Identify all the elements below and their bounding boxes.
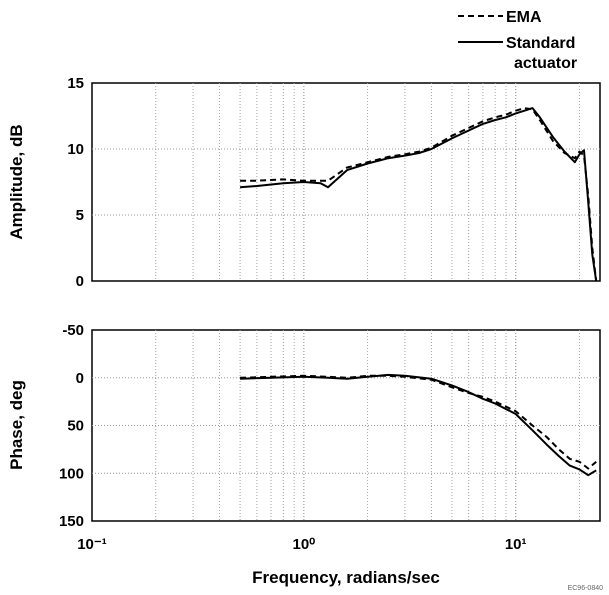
phase-panel: -50 0 50 100 150 10⁻¹ 10⁰ 10¹ Phase, deg Frequ… [7,322,601,587]
y-tick-label: 100 [59,465,84,482]
x-tick-label: 10⁰ [292,536,315,553]
amplitude-series [240,107,598,282]
y-tick-label: 50 [67,418,84,435]
frequency-x-ticks: 10⁻¹ 10⁰ 10¹ [77,536,526,553]
y-tick-label: -50 [62,322,84,339]
phase-grid [92,330,600,521]
y-tick-label: 0 [76,273,84,290]
amplitude-y-axis-label: Amplitude, dB [7,124,26,239]
amplitude-grid [92,83,600,281]
figure-id-footnote: EC96-0840 [568,585,604,592]
series-line-standard-actuator [240,107,598,282]
amplitude-y-ticks: 15 10 5 0 [67,75,84,290]
phase-plot-frame [91,329,601,522]
phase-y-axis-label: Phase, deg [7,380,26,470]
legend: EMA Standard actuator [458,9,577,72]
x-tick-label: 10⁻¹ [77,536,107,553]
phase-series [240,373,597,477]
y-tick-label: 5 [76,207,84,224]
legend-standard-label: Standard actuator [506,35,577,72]
y-tick-label: 10 [67,141,84,158]
legend-ema-label: EMA [506,9,542,26]
frequency-x-axis-label: Frequency, radians/sec [252,568,440,587]
series-line-ema [240,107,598,282]
series-line-ema [240,374,597,470]
y-tick-label: 0 [76,370,84,387]
amplitude-plot-frame [91,82,601,282]
amplitude-panel: 15 10 5 0 Amplitude, dB [7,75,601,290]
y-tick-label: 150 [59,513,84,530]
phase-y-ticks: -50 0 50 100 150 [59,322,84,530]
y-tick-label: 15 [67,75,84,92]
x-tick-label: 10¹ [505,536,527,553]
series-line-standard-actuator [240,373,597,477]
